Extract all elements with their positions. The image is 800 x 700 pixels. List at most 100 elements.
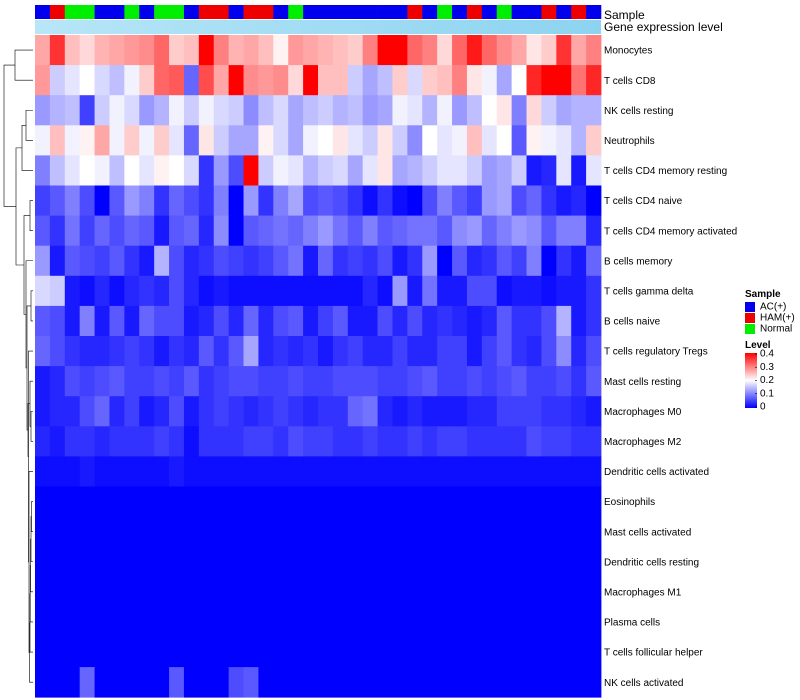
heatmap-cell [496,35,513,66]
heatmap-cell [35,516,51,548]
heatmap-cell [64,516,81,548]
heatmap-cell [392,35,408,66]
heatmap-cell [154,245,170,277]
heatmap-cell [213,456,230,487]
heatmap-cell [64,546,81,578]
heatmap-cell [213,35,230,66]
heatmap-cell [303,215,319,247]
heatmap-cell [139,336,155,367]
heatmap-cell [228,95,244,126]
heatmap-cell [571,456,587,487]
heatmap-cell [377,35,393,66]
heatmap-cell [318,155,334,186]
heatmap-cell [94,667,110,698]
heatmap-cell [79,667,95,698]
heatmap-cell [437,305,453,337]
sample-cell [94,5,110,19]
heatmap-cell [79,155,95,186]
heatmap-cell [466,486,483,517]
heatmap-cell [49,125,66,156]
heatmap-cell [362,516,378,548]
heatmap-cell [154,637,170,668]
heatmap-cell [452,606,468,638]
heatmap-cell [392,245,408,277]
heatmap-cell [407,185,423,216]
heatmap-cell [183,576,200,608]
heatmap-cell [124,185,140,216]
heatmap-cell [422,215,438,247]
heatmap-cell [273,366,289,397]
heatmap-cell [377,606,393,638]
heatmap-cell [541,125,557,156]
heatmap-cell [362,65,378,96]
heatmap-cell [213,245,230,277]
heatmap-cell [526,275,542,307]
heatmap-cell [35,486,51,517]
heatmap-cell [124,486,140,517]
heatmap-cell [124,35,140,66]
heatmap-cell [362,185,378,216]
heatmap-cell [392,456,408,487]
heatmap-cell [452,275,468,307]
heatmap-cell [303,95,319,126]
heatmap-cell [139,606,155,638]
heatmap-cell [377,366,393,397]
heatmap-cell [35,185,51,216]
heatmap-cell [422,336,438,367]
heatmap-cell [392,516,408,548]
heatmap-cell [511,155,527,186]
heatmap-cell [318,637,334,668]
heatmap-cell [511,456,527,487]
heatmap-cell [496,95,513,126]
heatmap-cell [362,125,378,156]
heatmap-cell [288,667,304,698]
heatmap-cell [541,606,557,638]
heatmap-cell [303,606,319,638]
heatmap-cell [288,426,304,457]
heatmap-cell [422,125,438,156]
heatmap-cell [124,546,140,578]
sample-cell [437,5,453,19]
heatmap-cell [541,245,557,277]
heatmap-cell [288,516,304,548]
sample-cell [258,5,274,19]
heatmap-cell [109,215,125,247]
heatmap-cell [139,366,155,397]
heatmap-cell [258,215,274,247]
heatmap-cell [258,305,274,337]
heatmap-cell [243,275,259,307]
heatmap-cell [228,456,244,487]
heatmap-cell [288,215,304,247]
heatmap-cell [258,576,274,608]
heatmap-cell [64,396,81,427]
heatmap-cell [79,366,95,397]
heatmap-cell [303,336,319,367]
heatmap-cell [288,576,304,608]
heatmap-cell [541,637,557,668]
heatmap-cell [109,366,125,397]
heatmap-cell [541,185,557,216]
heatmap-cell [94,456,110,487]
heatmap-cell [556,396,572,427]
heatmap-cell [392,606,408,638]
heatmap-cell [198,215,215,247]
heatmap-cell [332,245,349,277]
heatmap-cell [452,65,468,96]
heatmap-cell [511,576,527,608]
heatmap-cell [556,336,572,367]
sample-legend-title: Sample [745,289,781,300]
heatmap-cell [169,245,185,277]
heatmap-cell [243,366,259,397]
heatmap-cell [407,637,423,668]
heatmap-cell [541,305,557,337]
heatmap-cell [35,125,51,156]
heatmap-cell [169,125,185,156]
heatmap-cell [571,486,587,517]
heatmap-cell [288,486,304,517]
heatmap-cell [303,546,319,578]
heatmap-cell [407,245,423,277]
sample-legend-entries: AC(+)HAM(+)Normal [745,302,795,335]
heatmap-cell [169,65,185,96]
heatmap-cell [466,396,483,427]
